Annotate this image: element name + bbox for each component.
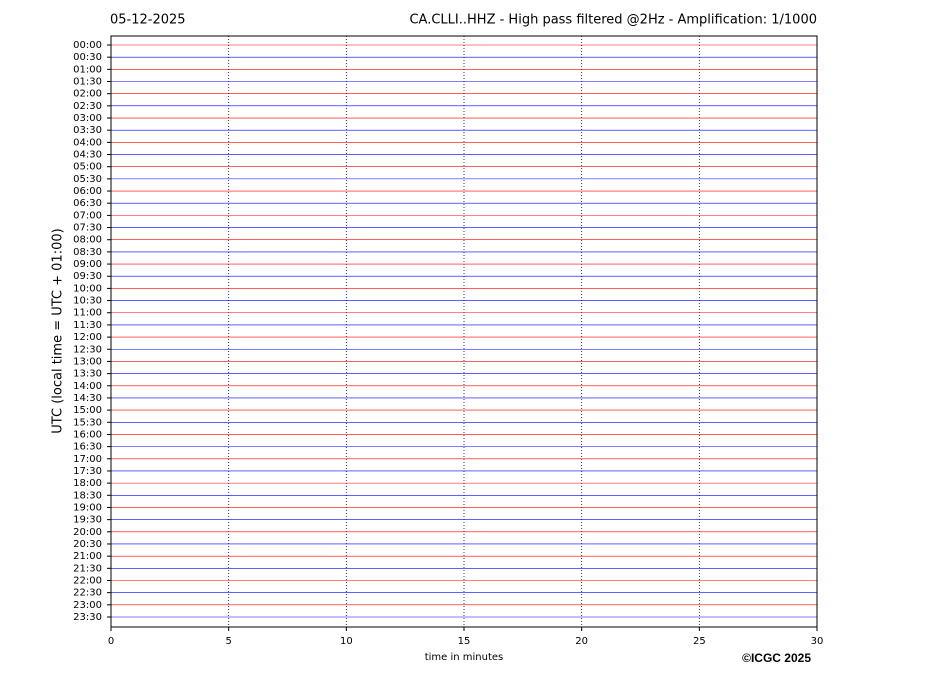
y-tick-label: 19:30 [73, 515, 102, 526]
y-tick-label: 15:30 [73, 417, 102, 428]
y-tick-label: 02:00 [73, 89, 102, 100]
y-tick-label: 00:30 [73, 52, 102, 63]
y-tick-label: 23:30 [73, 612, 102, 623]
y-tick-label: 19:00 [73, 502, 102, 513]
chart-title: CA.CLLI..HHZ - High pass filtered @2Hz -… [409, 13, 817, 28]
y-tick-label: 16:00 [73, 429, 102, 440]
chart-date: 05-12-2025 [110, 13, 186, 28]
y-tick-label: 18:00 [73, 478, 102, 489]
y-tick-label: 22:30 [73, 588, 102, 599]
y-tick-label: 11:00 [73, 308, 102, 319]
y-tick-label: 21:30 [73, 563, 102, 574]
y-tick-label: 23:00 [73, 600, 102, 611]
y-tick-label: 00:00 [73, 40, 102, 51]
y-tick-label: 12:30 [73, 344, 102, 355]
x-tick-label: 15 [458, 636, 471, 647]
credit: ©ICGC 2025 [742, 651, 811, 665]
x-tick-label: 0 [108, 636, 114, 647]
y-tick-label: 15:00 [73, 405, 102, 416]
y-tick-label: 10:00 [73, 283, 102, 294]
y-tick-label: 09:30 [73, 271, 102, 282]
y-tick-label: 02:30 [73, 101, 102, 112]
y-tick-label: 04:30 [73, 150, 102, 161]
y-tick-label: 01:30 [73, 77, 102, 88]
y-tick-label: 03:00 [73, 113, 102, 124]
y-tick-label: 21:00 [73, 551, 102, 562]
y-tick-label: 17:30 [73, 466, 102, 477]
y-tick-label: 03:30 [73, 125, 102, 136]
y-tick-label: 11:30 [73, 320, 102, 331]
x-tick-label: 10 [340, 636, 353, 647]
y-tick-label: 20:30 [73, 539, 102, 550]
y-tick-label: 07:30 [73, 223, 102, 234]
x-tick-label: 25 [693, 636, 706, 647]
y-tick-label: 08:30 [73, 247, 102, 258]
y-tick-label: 06:30 [73, 198, 102, 209]
y-tick-label: 06:00 [73, 186, 102, 197]
y-tick-label: 17:00 [73, 454, 102, 465]
y-tick-label: 05:00 [73, 162, 102, 173]
y-tick-label: 16:30 [73, 442, 102, 453]
y-axis-label: UTC (local time = UTC + 01:00) [51, 228, 66, 433]
x-tick-label: 30 [811, 636, 824, 647]
y-tick-label: 09:00 [73, 259, 102, 270]
y-tick-label: 08:00 [73, 235, 102, 246]
y-tick-label: 13:30 [73, 369, 102, 380]
x-tick-label: 20 [575, 636, 588, 647]
y-tick-label: 14:30 [73, 393, 102, 404]
y-tick-label: 18:30 [73, 490, 102, 501]
x-tick-label: 5 [225, 636, 231, 647]
y-tick-label: 05:30 [73, 174, 102, 185]
y-tick-label: 22:00 [73, 575, 102, 586]
y-tick-label: 13:00 [73, 356, 102, 367]
y-tick-label: 04:00 [73, 137, 102, 148]
y-tick-label: 07:00 [73, 210, 102, 221]
y-tick-label: 10:30 [73, 296, 102, 307]
x-axis-label: time in minutes [425, 652, 504, 663]
plot-frame [110, 35, 818, 628]
y-tick-label: 01:00 [73, 64, 102, 75]
y-tick-label: 12:00 [73, 332, 102, 343]
y-tick-label: 20:00 [73, 527, 102, 538]
y-tick-label: 14:00 [73, 381, 102, 392]
